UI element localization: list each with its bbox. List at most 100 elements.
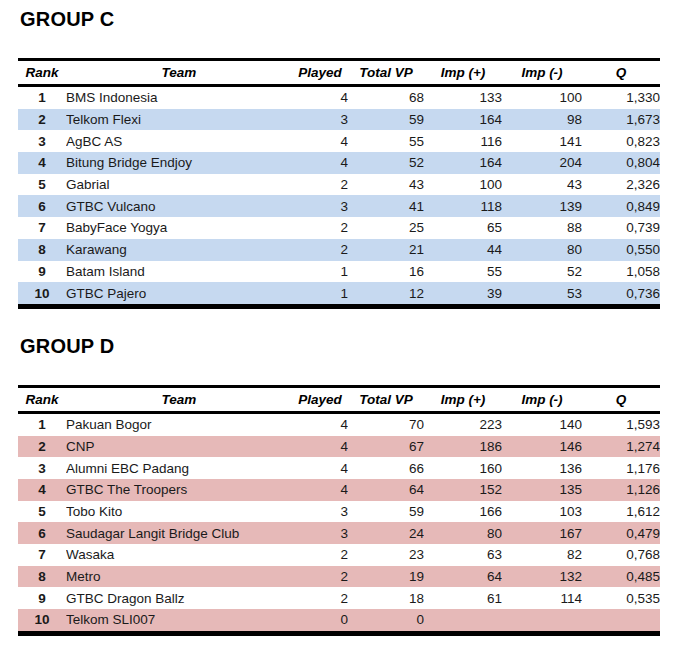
- rank-cell: 10: [18, 282, 66, 306]
- played-cell: 4: [292, 436, 348, 458]
- team-cell: Karawang: [66, 239, 292, 261]
- q-cell: 0,823: [582, 130, 660, 152]
- team-cell: BMS Indonesia: [66, 86, 292, 109]
- q-cell: 1,274: [582, 436, 660, 458]
- q-cell: 0,550: [582, 239, 660, 261]
- rank-cell: 1: [18, 86, 66, 109]
- q-cell: 0,479: [582, 522, 660, 544]
- table-row: 2Telkom Flexi359164981,673: [18, 109, 660, 131]
- rank-cell: 5: [18, 174, 66, 196]
- total-vp-cell: 59: [348, 501, 424, 523]
- column-header-played: Played: [292, 386, 348, 412]
- column-header-played: Played: [292, 60, 348, 86]
- imp-minus-cell: 80: [502, 239, 582, 261]
- imp-plus-cell: [424, 609, 502, 633]
- table-row: 5Tobo Kito3591661031,612: [18, 501, 660, 523]
- group-c-title: GROUP C: [20, 7, 683, 32]
- imp-plus-cell: 63: [424, 544, 502, 566]
- rank-cell: 4: [18, 479, 66, 501]
- played-cell: 3: [292, 195, 348, 217]
- imp-minus-cell: 136: [502, 457, 582, 479]
- team-cell: GTBC Pajero: [66, 282, 292, 306]
- imp-minus-cell: 43: [502, 174, 582, 196]
- imp-plus-cell: 116: [424, 130, 502, 152]
- column-header-imp-minus: Imp (-): [502, 386, 582, 412]
- played-cell: 3: [292, 109, 348, 131]
- imp-plus-cell: 64: [424, 566, 502, 588]
- total-vp-cell: 66: [348, 457, 424, 479]
- table-row: 9Batam Island11655521,058: [18, 261, 660, 283]
- table-row: 9GTBC Dragon Ballz218611140,535: [18, 587, 660, 609]
- played-cell: 1: [292, 282, 348, 306]
- imp-minus-cell: 140: [502, 412, 582, 435]
- rank-cell: 1: [18, 412, 66, 435]
- total-vp-cell: 25: [348, 217, 424, 239]
- imp-minus-cell: 114: [502, 587, 582, 609]
- imp-minus-cell: 204: [502, 152, 582, 174]
- q-cell: 2,326: [582, 174, 660, 196]
- column-header-total-vp: Total VP: [348, 60, 424, 86]
- column-header-rank: Rank: [18, 386, 66, 412]
- imp-minus-cell: 53: [502, 282, 582, 306]
- column-header-total-vp: Total VP: [348, 386, 424, 412]
- group-c-section: GROUP C Rank Team Played Total VP Imp (+…: [0, 7, 683, 309]
- table-row: 1BMS Indonesia4681331001,330: [18, 86, 660, 109]
- team-cell: CNP: [66, 436, 292, 458]
- imp-plus-cell: 164: [424, 109, 502, 131]
- played-cell: 3: [292, 501, 348, 523]
- team-cell: Metro: [66, 566, 292, 588]
- imp-plus-cell: 118: [424, 195, 502, 217]
- team-cell: Gabrial: [66, 174, 292, 196]
- q-cell: 0,736: [582, 282, 660, 306]
- total-vp-cell: 70: [348, 412, 424, 435]
- team-cell: Bitung Bridge Endjoy: [66, 152, 292, 174]
- imp-plus-cell: 186: [424, 436, 502, 458]
- played-cell: 2: [292, 566, 348, 588]
- total-vp-cell: 43: [348, 174, 424, 196]
- column-header-q: Q: [582, 386, 660, 412]
- total-vp-cell: 19: [348, 566, 424, 588]
- rank-cell: 2: [18, 109, 66, 131]
- imp-plus-cell: 160: [424, 457, 502, 479]
- q-cell: 1,612: [582, 501, 660, 523]
- column-header-imp-plus: Imp (+): [424, 60, 502, 86]
- column-header-team: Team: [66, 386, 292, 412]
- imp-plus-cell: 55: [424, 261, 502, 283]
- imp-minus-cell: 141: [502, 130, 582, 152]
- group-d-header-row: Rank Team Played Total VP Imp (+) Imp (-…: [18, 386, 660, 412]
- q-cell: 1,330: [582, 86, 660, 109]
- team-cell: BabyFace Yogya: [66, 217, 292, 239]
- played-cell: 2: [292, 544, 348, 566]
- played-cell: 0: [292, 609, 348, 633]
- total-vp-cell: 21: [348, 239, 424, 261]
- table-row: 3AgBC AS4551161410,823: [18, 130, 660, 152]
- column-header-rank: Rank: [18, 60, 66, 86]
- imp-minus-cell: 135: [502, 479, 582, 501]
- played-cell: 2: [292, 217, 348, 239]
- table-row: 2CNP4671861461,274: [18, 436, 660, 458]
- total-vp-cell: 67: [348, 436, 424, 458]
- q-cell: 1,058: [582, 261, 660, 283]
- group-d-section: GROUP D Rank Team Played Total VP Imp (+…: [0, 334, 683, 636]
- total-vp-cell: 41: [348, 195, 424, 217]
- imp-minus-cell: 100: [502, 86, 582, 109]
- imp-plus-cell: 223: [424, 412, 502, 435]
- team-cell: Telkom Flexi: [66, 109, 292, 131]
- imp-minus-cell: 52: [502, 261, 582, 283]
- table-row: 4GTBC The Troopers4641521351,126: [18, 479, 660, 501]
- q-cell: [582, 609, 660, 633]
- q-cell: 1,593: [582, 412, 660, 435]
- table-row: 1Pakuan Bogor4702231401,593: [18, 412, 660, 435]
- rank-cell: 8: [18, 239, 66, 261]
- q-cell: 0,485: [582, 566, 660, 588]
- q-cell: 0,739: [582, 217, 660, 239]
- q-cell: 0,535: [582, 587, 660, 609]
- rank-cell: 8: [18, 566, 66, 588]
- imp-minus-cell: 98: [502, 109, 582, 131]
- played-cell: 3: [292, 522, 348, 544]
- standings-page: GROUP C Rank Team Played Total VP Imp (+…: [0, 0, 683, 636]
- rank-cell: 6: [18, 522, 66, 544]
- imp-plus-cell: 133: [424, 86, 502, 109]
- imp-minus-cell: 139: [502, 195, 582, 217]
- played-cell: 4: [292, 130, 348, 152]
